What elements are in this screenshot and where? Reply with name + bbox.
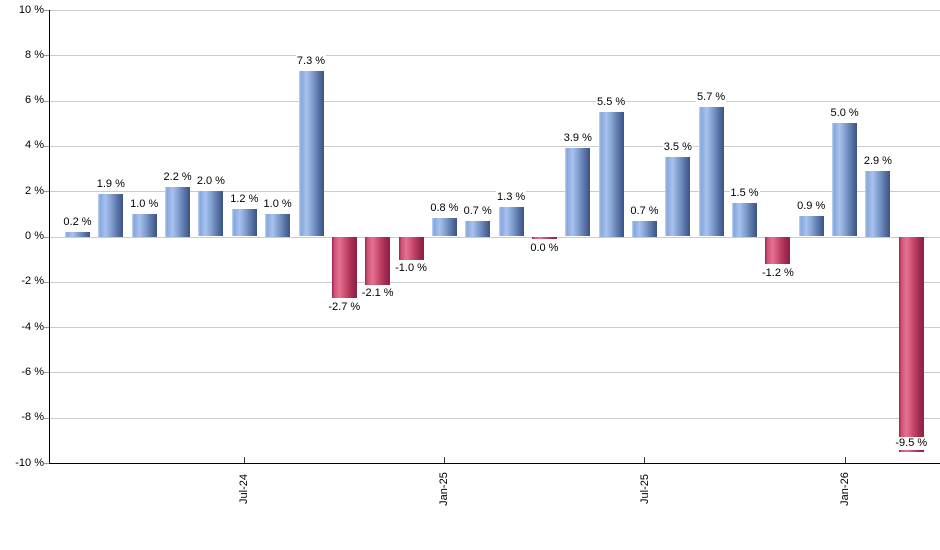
- bar-4[interactable]: [198, 191, 224, 237]
- bar-value-label: 0.8 %: [429, 202, 460, 216]
- bar-16[interactable]: [598, 111, 624, 237]
- bar-7[interactable]: [298, 71, 324, 237]
- bar-17[interactable]: [632, 220, 657, 237]
- x-axis-label-Jan-25: Jan-25: [438, 472, 451, 506]
- bar-11[interactable]: [431, 218, 457, 237]
- bar-21[interactable]: [765, 236, 791, 264]
- bar-value-label: 5.0 %: [829, 107, 860, 121]
- x-axis-tick-Jan-26: [845, 457, 846, 463]
- y-axis-label: 4 %: [25, 139, 44, 151]
- y-axis-label: -8 %: [21, 411, 44, 423]
- gridline--8pct: [49, 418, 940, 419]
- bar-value-label: 1.3 %: [496, 191, 527, 205]
- gridline-0pct: [49, 237, 940, 238]
- gridline-6pct: [49, 101, 940, 102]
- bar-19[interactable]: [698, 107, 724, 237]
- gridline--2pct: [49, 282, 940, 283]
- bar-value-label: -2.1 %: [360, 287, 395, 301]
- bar-value-label: 0.0 %: [529, 241, 560, 255]
- bar-value-label: 3.9 %: [562, 132, 593, 146]
- bar-14[interactable]: [531, 236, 557, 239]
- y-axis-label: 2 %: [25, 185, 44, 197]
- bar-value-label: -1.0 %: [394, 262, 428, 276]
- gridline--6pct: [49, 372, 940, 373]
- bar-value-label: 0.7 %: [462, 204, 493, 218]
- bar-24[interactable]: [865, 170, 891, 237]
- y-axis-label: 6 %: [25, 94, 44, 106]
- bar-10[interactable]: [398, 236, 424, 260]
- bar-value-label: 1.2 %: [229, 193, 260, 207]
- bar-0[interactable]: [65, 232, 90, 237]
- y-axis-tick: [44, 101, 49, 102]
- y-axis-tick: [44, 191, 49, 192]
- bar-8[interactable]: [331, 236, 357, 298]
- bar-value-label: -9.5 %: [894, 436, 929, 450]
- bar-value-label: 0.7 %: [629, 204, 660, 218]
- bar-value-label: 5.5 %: [596, 95, 627, 109]
- y-axis-tick: [44, 327, 49, 328]
- y-axis-tick: [44, 55, 49, 56]
- x-axis-label-Jan-26: Jan-26: [838, 472, 851, 506]
- y-axis-tick: [44, 418, 49, 419]
- y-axis-label: 10 %: [18, 4, 44, 16]
- bar-25[interactable]: [898, 236, 924, 452]
- x-axis-label-Jul-24: Jul-24: [238, 474, 251, 504]
- x-axis-tick-Jan-25: [444, 457, 445, 463]
- gridline-10pct: [49, 10, 940, 11]
- y-axis-tick: [44, 10, 49, 11]
- bar-18[interactable]: [665, 157, 691, 237]
- bar-value-label: 1.0 %: [129, 197, 160, 211]
- bar-13[interactable]: [498, 207, 524, 237]
- y-axis-label: -6 %: [21, 366, 44, 378]
- bar-6[interactable]: [265, 213, 291, 237]
- bar-9[interactable]: [365, 236, 391, 285]
- x-axis-tick-Jul-25: [644, 457, 645, 463]
- gridline--4pct: [49, 327, 940, 328]
- bar-2[interactable]: [131, 213, 157, 237]
- bar-23[interactable]: [832, 123, 858, 237]
- y-axis-label: -10 %: [15, 457, 44, 469]
- x-axis-tick-Jul-24: [244, 457, 245, 463]
- bar-20[interactable]: [732, 202, 757, 237]
- bar-1[interactable]: [98, 193, 124, 237]
- x-axis-line: [49, 463, 940, 464]
- y-axis-tick: [44, 237, 49, 238]
- gridline-2pct: [49, 191, 940, 192]
- y-axis-tick: [44, 282, 49, 283]
- bar-15[interactable]: [565, 148, 591, 237]
- bar-value-label: 0.9 %: [796, 200, 827, 214]
- y-axis-label: -4 %: [21, 321, 44, 333]
- bar-12[interactable]: [465, 220, 491, 237]
- bar-value-label: 2.2 %: [162, 170, 193, 184]
- gridline-8pct: [49, 55, 940, 56]
- bar-value-label: 1.5 %: [729, 186, 760, 200]
- bar-value-label: 1.9 %: [95, 177, 126, 191]
- x-axis-label-Jul-25: Jul-25: [638, 474, 651, 504]
- y-axis-tick: [44, 372, 49, 373]
- bar-value-label: 1.0 %: [262, 197, 293, 211]
- y-axis-tick: [44, 146, 49, 147]
- y-axis-label: 8 %: [25, 49, 44, 61]
- y-axis-label: 0 %: [25, 230, 44, 242]
- bar-22[interactable]: [798, 216, 824, 237]
- bar-value-label: 0.2 %: [62, 216, 93, 229]
- bar-value-label: 7.3 %: [295, 55, 327, 69]
- bar-3[interactable]: [165, 186, 191, 237]
- bar-value-label: 3.5 %: [662, 141, 693, 155]
- bar-value-label: -1.2 %: [760, 266, 795, 280]
- bar-value-label: -2.7 %: [327, 300, 362, 314]
- bar-value-label: 2.9 %: [862, 154, 893, 168]
- y-axis-label: -2 %: [21, 275, 44, 287]
- y-axis-tick: [44, 463, 49, 464]
- bar-5[interactable]: [231, 209, 257, 237]
- bar-value-label: 5.7 %: [696, 91, 727, 105]
- gridline-4pct: [49, 146, 940, 147]
- y-axis-line: [49, 10, 50, 464]
- bar-value-label: 2.0 %: [195, 175, 226, 189]
